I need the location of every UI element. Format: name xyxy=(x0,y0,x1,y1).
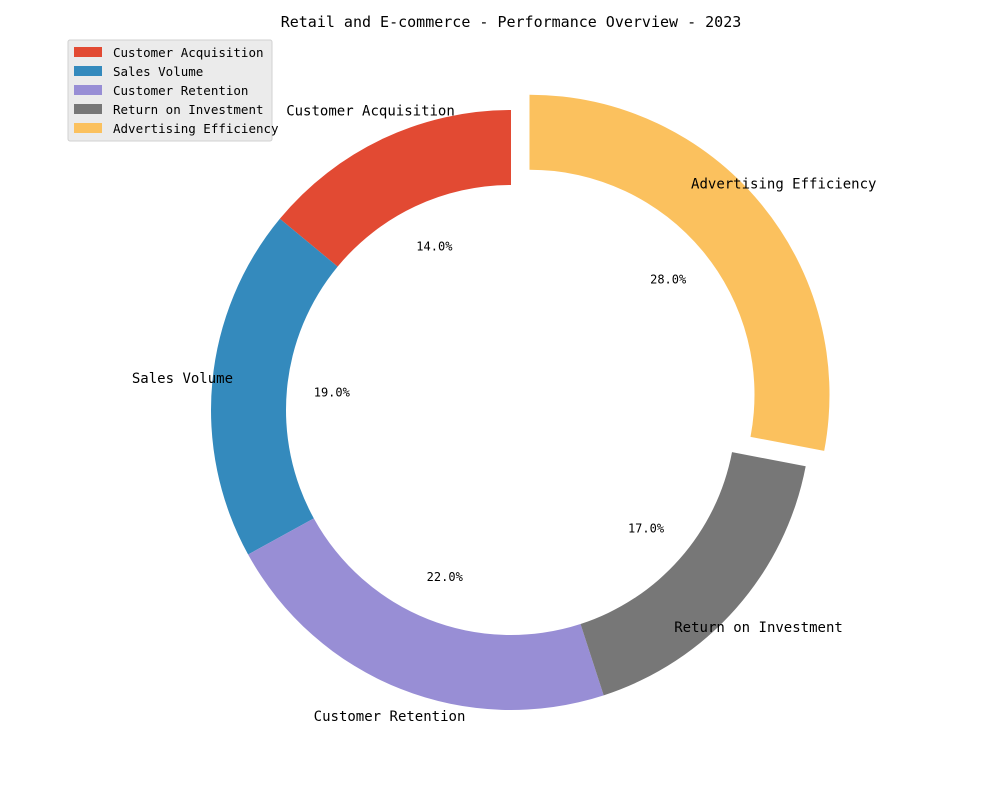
legend-swatch-advertising-efficiency xyxy=(74,123,102,133)
category-label-customer-retention: Customer Retention xyxy=(314,709,466,725)
category-label-sales-volume: Sales Volume xyxy=(132,371,233,387)
percent-label-sales-volume: 19.0% xyxy=(314,386,351,400)
chart-title: Retail and E-commerce - Performance Over… xyxy=(281,13,742,31)
legend-swatch-sales-volume xyxy=(74,66,102,76)
percent-label-return-on-investment: 17.0% xyxy=(628,522,665,536)
slices-group xyxy=(211,94,830,710)
slice-return-on-investment xyxy=(580,452,806,696)
percent-label-customer-acquisition: 14.0% xyxy=(416,240,453,254)
legend-label-customer-acquisition: Customer Acquisition xyxy=(113,45,264,60)
legend-label-customer-retention: Customer Retention xyxy=(113,83,248,98)
legend: Customer Acquisition Sales Volume Customer… xyxy=(67,39,279,142)
legend-label-return-on-investment: Return on Investment xyxy=(113,102,264,117)
slice-customer-retention xyxy=(248,518,604,710)
percent-labels-group: 14.0% 19.0% 22.0% 17.0% 28.0% xyxy=(314,240,687,584)
category-label-customer-acquisition: Customer Acquisition xyxy=(286,103,455,119)
percent-label-advertising-efficiency: 28.0% xyxy=(650,272,687,286)
legend-frame xyxy=(67,39,273,142)
slice-customer-acquisition xyxy=(279,110,511,267)
legend-swatch-customer-acquisition xyxy=(74,47,102,57)
category-label-advertising-efficiency: Advertising Efficiency xyxy=(691,176,876,192)
slice-sales-volume xyxy=(211,218,338,555)
legend-swatch-return-on-investment xyxy=(74,104,102,114)
category-label-return-on-investment: Return on Investment xyxy=(674,620,843,636)
legend-swatch-customer-retention xyxy=(74,85,102,95)
percent-label-customer-retention: 22.0% xyxy=(427,570,464,584)
legend-label-sales-volume: Sales Volume xyxy=(113,64,203,79)
slice-advertising-efficiency xyxy=(529,94,830,451)
category-labels-group: Customer Acquisition Sales Volume Customer… xyxy=(132,103,877,724)
legend-label-advertising-efficiency: Advertising Efficiency xyxy=(113,121,279,136)
